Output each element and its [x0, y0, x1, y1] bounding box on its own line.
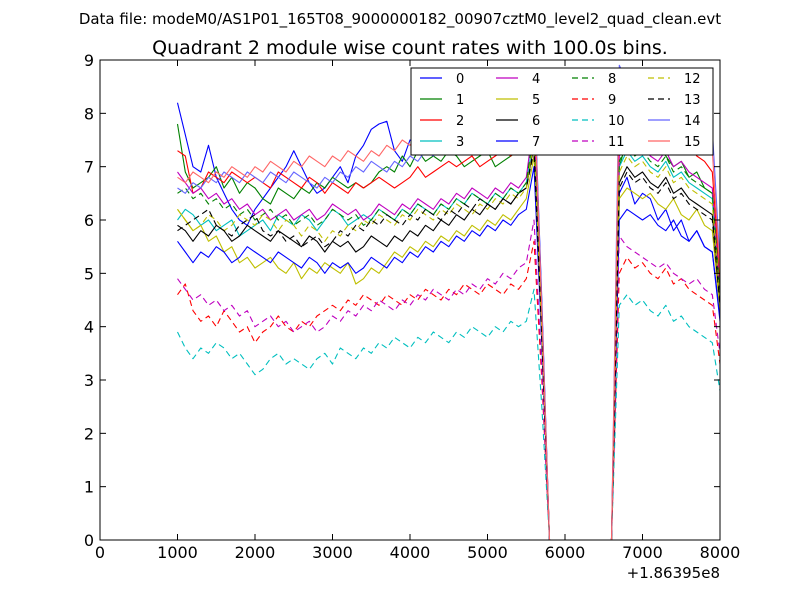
- series-line-6: [177, 144, 720, 540]
- legend-label-5: 5: [532, 93, 540, 108]
- x-tick-label: 0: [95, 543, 105, 562]
- series-line-12: [177, 139, 720, 540]
- y-tick-label: 7: [84, 158, 94, 177]
- series-line-7: [177, 166, 720, 540]
- y-tick-label: 4: [84, 318, 94, 337]
- legend-label-11: 11: [608, 135, 625, 150]
- y-tick-label: 3: [84, 371, 94, 390]
- y-tick-label: 5: [84, 264, 94, 283]
- y-tick-label: 0: [84, 531, 94, 550]
- series-line-5: [177, 155, 720, 540]
- legend-label-9: 9: [608, 93, 616, 108]
- legend-label-14: 14: [684, 114, 701, 129]
- ticks-layer: 0 1000 2000 3000 4000 5000 6000 7000 80000123456…: [84, 51, 741, 562]
- y-tick-label: 9: [84, 51, 94, 70]
- legend-label-15: 15: [684, 135, 701, 150]
- x-tick-label: 3000: [312, 543, 353, 562]
- legend-label-12: 12: [684, 72, 701, 87]
- x-offset-label: +1.86395e8: [627, 564, 720, 582]
- x-tick-label: 4000: [390, 543, 431, 562]
- legend-label-0: 0: [456, 72, 464, 87]
- legend-label-2: 2: [456, 114, 464, 129]
- legend-label-7: 7: [532, 135, 540, 150]
- x-tick-label: 2000: [235, 543, 276, 562]
- x-tick-label: 6000: [545, 543, 586, 562]
- x-tick-label: 7000: [622, 543, 663, 562]
- chart-title: Quadrant 2 module wise count rates with …: [152, 37, 668, 59]
- series-line-11: [177, 219, 720, 540]
- y-tick-label: 8: [84, 104, 94, 123]
- y-tick-label: 2: [84, 424, 94, 443]
- legend-label-1: 1: [456, 93, 464, 108]
- series-line-13: [177, 150, 720, 540]
- suptitle: Data file: modeM0/AS1P01_165T08_90000001…: [79, 10, 721, 29]
- x-tick-label: 8000: [700, 543, 741, 562]
- legend-label-13: 13: [684, 93, 701, 108]
- legend-label-10: 10: [608, 114, 625, 129]
- y-tick-label: 1: [84, 478, 94, 497]
- legend-label-3: 3: [456, 135, 464, 150]
- legend-label-8: 8: [608, 72, 616, 87]
- series-line-9: [177, 240, 720, 540]
- series-layer: [176, 64, 720, 540]
- legend-label-6: 6: [532, 114, 540, 129]
- legend-label-4: 4: [532, 72, 540, 87]
- x-tick-label: 1000: [157, 543, 198, 562]
- x-tick-label: 5000: [467, 543, 508, 562]
- y-tick-label: 6: [84, 211, 94, 230]
- series-line-10: [177, 288, 720, 540]
